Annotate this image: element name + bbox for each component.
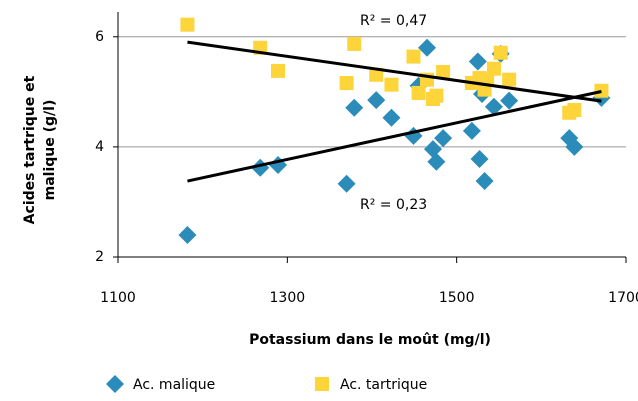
point [411,85,426,100]
x-tick-label: 1300 [270,290,306,306]
point [337,174,356,193]
point [178,225,197,244]
point [594,83,609,98]
point [462,121,481,140]
point [382,108,401,127]
point [180,17,195,32]
point [384,77,399,92]
point [339,76,354,91]
point [406,49,421,64]
annotation: R² = 0,47 [360,13,427,29]
y-tick-label: 6 [95,29,104,45]
legend-marker [106,375,124,393]
point [347,36,362,51]
point [468,52,487,71]
point [475,172,494,191]
legend-marker [315,377,329,391]
y-tick-label: 4 [95,139,104,155]
point [423,140,442,159]
x-tick-label: 1500 [439,290,475,306]
point [484,97,503,116]
annotation: R² = 0,23 [360,197,427,213]
trendline [187,40,602,103]
trendline [187,90,602,183]
x-tick-label: 1100 [100,290,136,306]
point [345,98,364,117]
point [470,150,489,168]
y-axis-title: malique (g/l) [42,100,58,201]
point [565,137,584,156]
x-tick-label: 1700 [608,290,638,306]
point [427,152,446,171]
point [418,38,437,57]
y-axis-title: Acides tartrique et [22,75,38,224]
point [434,129,453,148]
legend-label: Ac. tartrique [340,377,427,393]
point [429,88,444,103]
legend-label: Ac. malique [133,377,215,393]
y-tick-label: 2 [95,249,104,265]
x-axis-title: Potassium dans le moût (mg/l) [249,332,491,348]
point [369,67,384,82]
point [367,91,386,110]
point [493,45,508,60]
point [502,72,517,87]
point [436,65,451,80]
point [271,63,286,78]
point [486,61,501,76]
point [567,103,582,117]
point [500,91,519,110]
